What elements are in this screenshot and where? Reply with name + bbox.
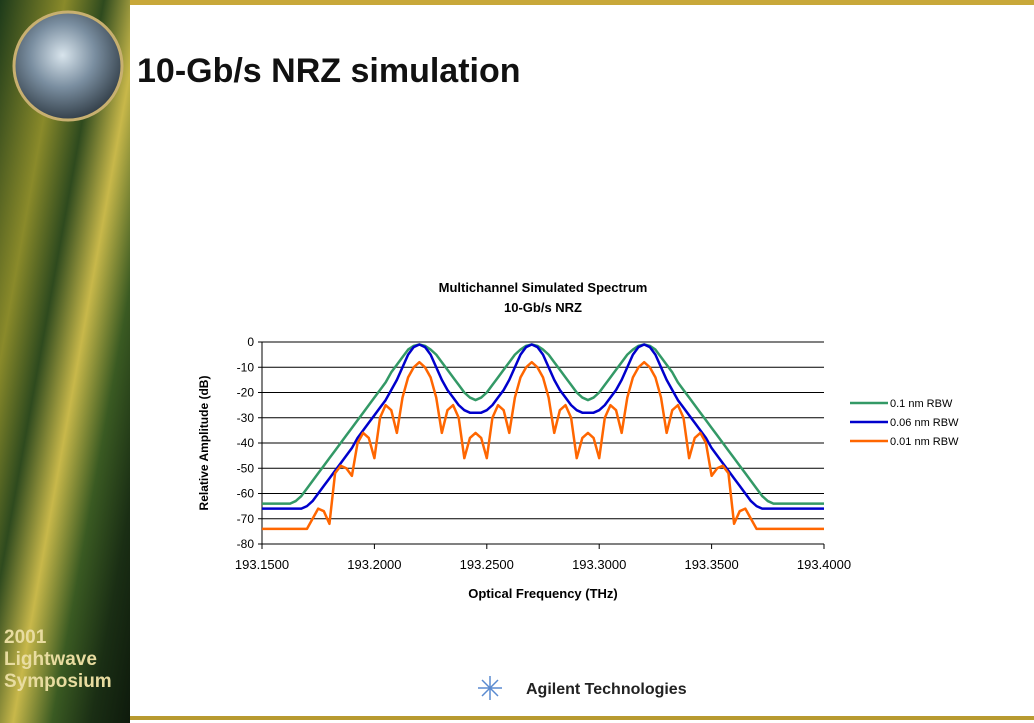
event-line: 2001 <box>4 627 47 648</box>
x-tick-label: 193.2500 <box>460 557 514 572</box>
y-tick-label: -70 <box>237 512 255 526</box>
event-label: 2001 Lightwave Symposium <box>4 627 112 692</box>
y-tick-label: -80 <box>237 537 255 551</box>
y-tick-label: -10 <box>237 360 255 374</box>
bottom-rule <box>130 716 1034 720</box>
logo-mark <box>478 676 502 700</box>
x-tick-label: 193.3000 <box>572 557 626 572</box>
y-tick-label: -30 <box>237 411 255 425</box>
event-line: Lightwave <box>4 649 97 670</box>
chart-subtitle: 10-Gb/s NRZ <box>504 300 582 315</box>
y-axis-title: Relative Amplitude (dB) <box>197 376 211 511</box>
x-tick-label: 193.1500 <box>235 557 289 572</box>
emblem <box>12 10 124 122</box>
y-tick-label: -40 <box>237 436 255 450</box>
y-tick-label: -50 <box>237 461 255 475</box>
logo-text: Agilent Technologies <box>526 681 687 698</box>
legend-label: 0.1 nm RBW <box>890 398 953 410</box>
series-line <box>262 360 824 531</box>
y-tick-label: -20 <box>237 386 255 400</box>
y-tick-label: 0 <box>247 335 254 349</box>
x-tick-label: 193.4000 <box>797 557 851 572</box>
plot: 0 -10 -20 -30 -40 -50 -60 -70 -80 193.1500 193.200… <box>235 335 959 572</box>
chart-title: Multichannel Simulated Spectrum <box>439 280 648 295</box>
x-axis-title: Optical Frequency (THz) <box>468 586 618 601</box>
series-line <box>262 343 824 510</box>
legend-label: 0.01 nm RBW <box>890 436 959 448</box>
series-line <box>262 343 824 505</box>
event-line: Symposium <box>4 671 112 692</box>
legend-label: 0.06 nm RBW <box>890 417 959 429</box>
x-tick-label: 193.3500 <box>684 557 738 572</box>
top-rule <box>130 0 1034 5</box>
slide-title: 10-Gb/s NRZ simulation <box>137 52 521 90</box>
y-tick-label: -60 <box>237 487 255 501</box>
x-tick-label: 193.2000 <box>347 557 401 572</box>
